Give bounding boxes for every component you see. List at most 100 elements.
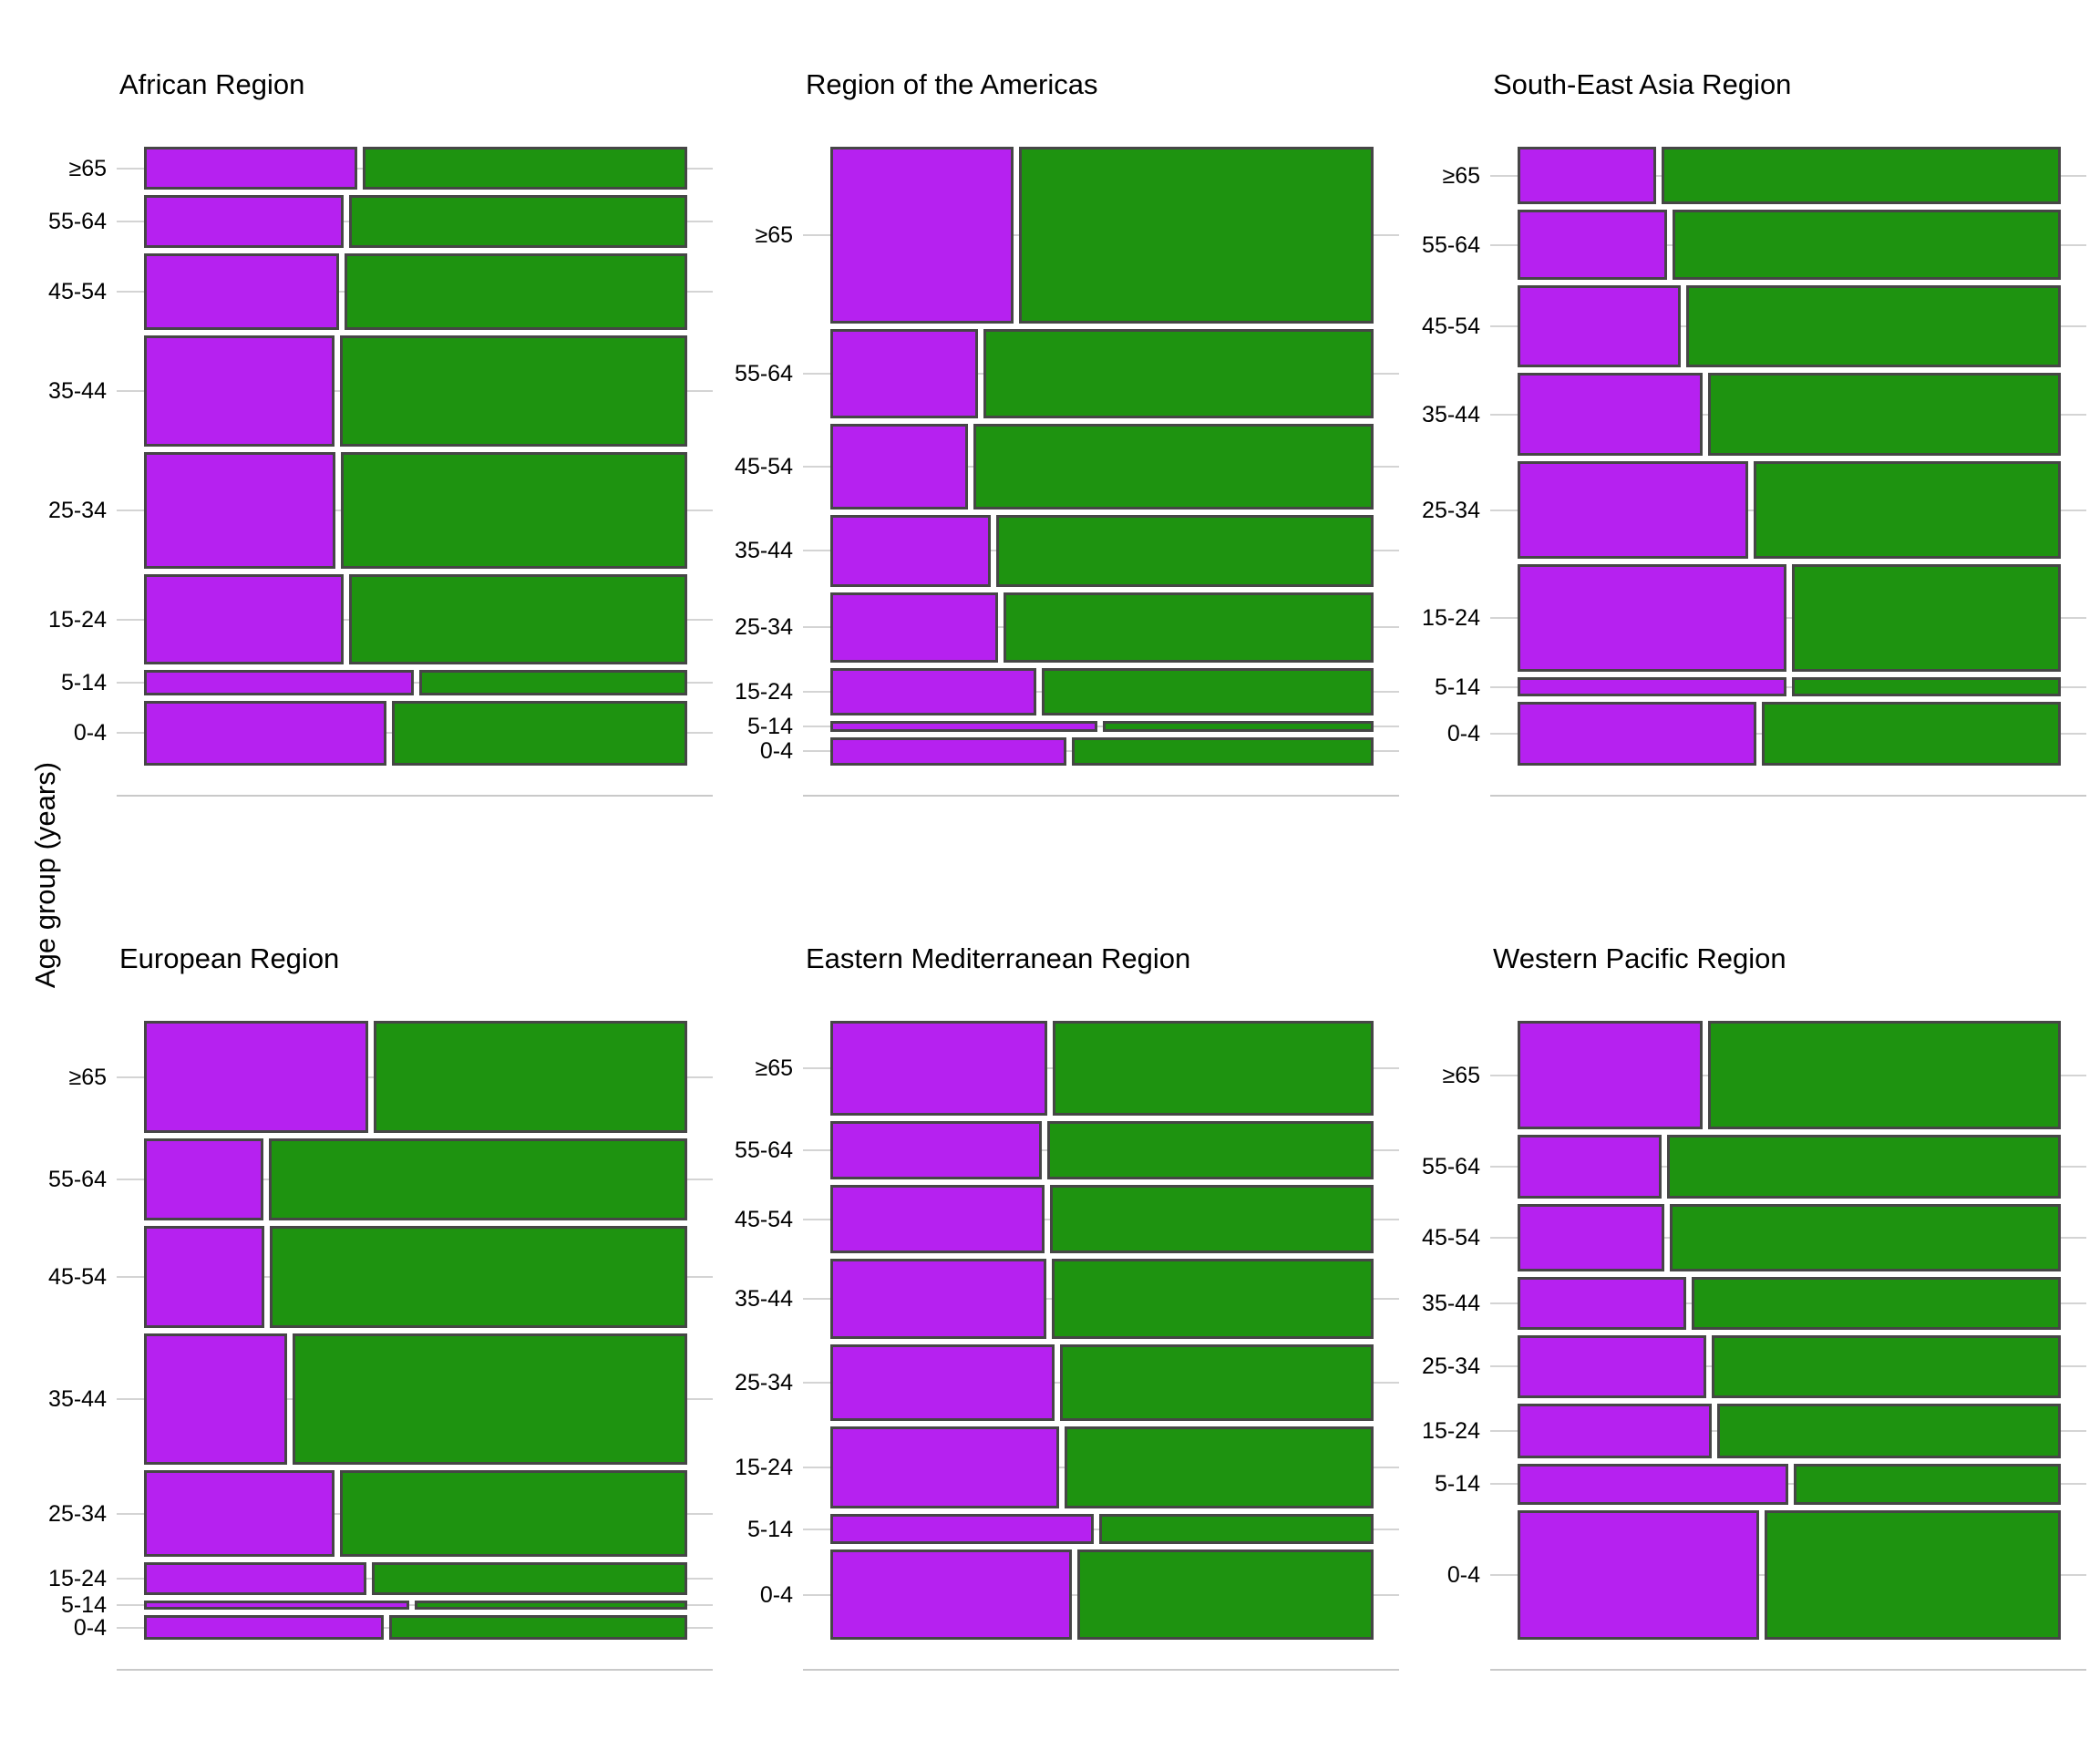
age-group-tick-label: 5-14 [746,1516,793,1542]
green-bar-segment [1712,1334,2061,1398]
gridline [1490,1483,2086,1486]
green-bar-segment [341,452,687,570]
purple-bar-segment [830,1426,1059,1509]
purple-bar-segment [1518,1277,1686,1330]
green-bar-segment [1060,1343,1374,1422]
purple-bar-segment [144,195,344,248]
x-axis-line [803,795,1399,797]
mosaic-panel-south-east-asia-region: South-East Asia Region ≥65 55-64 45-54 35-4… [1422,69,2086,797]
green-bar-segment [1103,720,1374,732]
age-group-tick-label: 25-34 [48,498,107,524]
purple-bar-segment [1518,1021,1704,1130]
purple-bar-segment [1518,1403,1713,1458]
purple-bar-segment [830,592,999,663]
y-axis-title: Age group (years) [29,761,61,989]
green-bar-segment [1707,373,2061,457]
green-bar-segment [348,574,687,665]
purple-bar-segment [830,1120,1043,1180]
gridline [117,1604,713,1607]
green-bar-segment [339,1470,687,1558]
green-bar-segment [1064,1426,1374,1509]
age-group-tick-label: 0-4 [1446,721,1480,746]
x-axis-line [117,1669,713,1671]
green-bar-segment [292,1333,687,1465]
age-group-tick-label: 55-64 [48,1167,107,1192]
green-bar-segment [1672,210,2061,280]
age-group-tick-label: 25-34 [735,614,793,641]
age-group-tick-label: 0-4 [1446,1561,1480,1588]
green-bar-segment [1047,1120,1374,1180]
age-group-tick-label: 15-24 [735,678,793,705]
green-bar-segment [1099,1514,1374,1545]
purple-bar-segment [830,1021,1048,1116]
age-group-tick-label: 35-44 [1422,401,1480,427]
purple-bar-segment [830,1514,1095,1545]
purple-bar-segment [830,147,1014,324]
purple-bar-segment [1518,147,1656,204]
purple-bar-segment [830,736,1066,766]
purple-bar-segment [144,147,357,190]
age-group-tick-label: ≥65 [1442,1062,1480,1088]
green-bar-segment [1793,1463,2061,1505]
green-bar-segment [1685,285,2061,368]
green-bar-segment [371,1562,687,1596]
purple-bar-segment [1518,461,1749,559]
age-group-tick-label: ≥65 [755,221,793,248]
age-group-tick-label: 5-14 [60,669,107,695]
age-group-tick-label: 15-24 [735,1455,793,1481]
purple-bar-segment [144,574,344,665]
purple-bar-segment [1518,285,1681,368]
green-bar-segment [415,1601,687,1611]
mosaic-panel-eastern-mediterranean-region: Eastern Mediterranean Region ≥65 55-64 45-… [735,943,1399,1671]
green-bar-segment [1792,563,2061,672]
green-bar-segment [1661,147,2061,204]
purple-bar-segment [1518,210,1667,280]
purple-bar-segment [1518,677,1786,696]
age-group-tick-label: 25-34 [735,1369,793,1395]
panel-title: Region of the Americas [806,68,1098,100]
gridline [1490,616,2086,619]
purple-bar-segment [830,423,968,510]
purple-bar-segment [1518,1463,1788,1505]
green-bar-segment [1052,1259,1374,1339]
age-group-tick-label: 0-4 [73,720,107,746]
purple-bar-segment [144,1562,366,1596]
age-group-tick-label: 5-14 [1434,674,1480,700]
green-bar-segment [1004,592,1374,663]
age-group-tick-label: 55-64 [735,1137,793,1163]
green-bar-segment [1042,667,1374,715]
green-bar-segment [1053,1021,1374,1116]
age-group-tick-label: 35-44 [48,1386,107,1413]
mosaic-panel-region-of-the-americas: Region of the Americas ≥65 55-64 45-54 35-4… [735,69,1399,797]
age-group-tick-label: ≥65 [1442,162,1480,189]
purple-bar-segment [144,1021,369,1134]
gridline [117,681,713,684]
purple-bar-segment [144,700,386,766]
green-bar-segment [389,1615,687,1640]
age-group-tick-label: 45-54 [1422,1225,1480,1251]
age-group-tick-label: 15-24 [1422,604,1480,631]
age-group-tick-label: 0-4 [759,1581,793,1608]
age-group-tick-label: 15-24 [48,1566,107,1592]
age-group-tick-label: 35-44 [48,378,107,405]
green-bar-segment [362,147,687,190]
purple-bar-segment [1518,1135,1662,1199]
purple-bar-segment [144,1470,335,1558]
mosaic-panel-african-region: African Region ≥65 55-64 45-54 35-44 25-34 15… [48,69,713,797]
age-group-tick-label: ≥65 [68,1064,107,1090]
purple-bar-segment [144,1225,265,1329]
green-bar-segment [419,670,687,695]
age-group-tick-label: 55-64 [735,360,793,386]
green-bar-segment [1691,1277,2061,1330]
green-bar-segment [269,1138,687,1220]
purple-bar-segment [1518,1509,1760,1640]
green-bar-segment [1669,1204,2061,1272]
panel-title: Eastern Mediterranean Region [806,942,1191,974]
purple-bar-segment [830,1549,1072,1640]
purple-bar-segment [1518,373,1703,457]
green-bar-segment [1071,736,1374,766]
x-axis-line [1490,1669,2086,1671]
green-bar-segment [391,700,687,766]
purple-bar-segment [144,1601,410,1611]
